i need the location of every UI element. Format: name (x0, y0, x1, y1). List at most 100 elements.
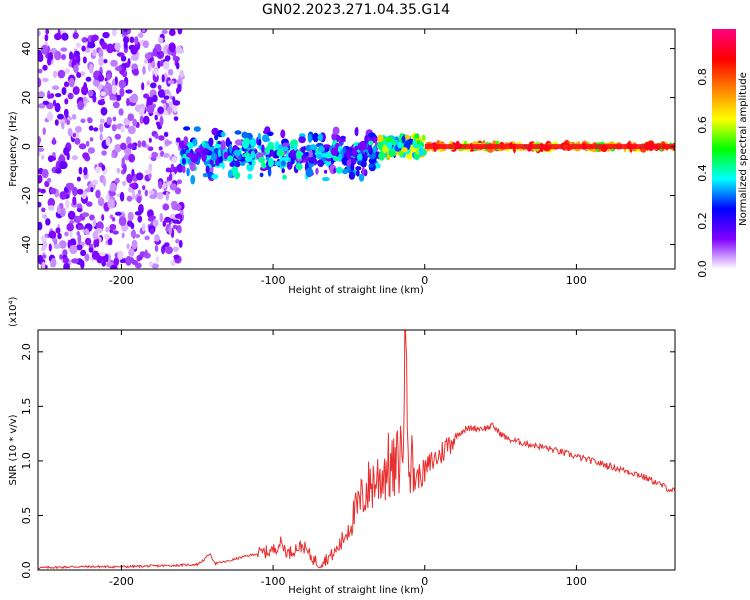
heatmap-cell (130, 230, 137, 238)
heatmap-cell (234, 139, 243, 146)
heatmap-cell (176, 179, 183, 185)
heatmap-cell (103, 59, 108, 64)
heatmap-cell (160, 59, 164, 67)
snr-series-line (38, 330, 675, 570)
heatmap-cell (245, 155, 253, 162)
heatmap-cell (282, 142, 290, 147)
heatmap-cell (178, 239, 183, 248)
heatmap-cell (114, 177, 120, 184)
heatmap-cell (44, 34, 49, 42)
spectrogram-x-tick-label: -200 (109, 274, 134, 287)
heatmap-cell (372, 145, 377, 154)
heatmap-cell (172, 100, 181, 106)
heatmap-cell (71, 155, 79, 161)
heatmap-cell (174, 213, 183, 219)
heatmap-cell (382, 144, 388, 154)
spectrogram-y-tick-label: 20 (20, 91, 33, 105)
heatmap-cell (309, 144, 318, 151)
heatmap-cell (342, 168, 348, 175)
heatmap-cell (144, 249, 148, 256)
heatmap-cell (118, 108, 124, 116)
heatmap-cell (88, 243, 94, 248)
heatmap-cell (188, 144, 192, 149)
heatmap-cell (132, 190, 136, 200)
heatmap-cell (315, 167, 319, 175)
heatmap-cell (126, 243, 130, 250)
heatmap-cell (101, 150, 107, 156)
heatmap-cell (157, 106, 164, 114)
heatmap-cell (312, 132, 319, 143)
heatmap-cell (351, 148, 357, 157)
heatmap-cell (100, 91, 106, 97)
heatmap-cell (132, 118, 138, 127)
snr-y-tick-label: 1.5 (20, 398, 33, 416)
heatmap-cell (42, 214, 48, 219)
heatmap-cell (71, 258, 79, 264)
heatmap-cell (63, 262, 70, 269)
heatmap-cell (141, 82, 145, 91)
heatmap-cell (296, 150, 301, 160)
heatmap-cell (54, 102, 61, 113)
spectrogram-y-ticks: -40 -20 0 20 40 (20, 42, 675, 253)
heatmap-cell (130, 46, 138, 55)
heatmap-cell (356, 153, 363, 161)
heatmap-cell (251, 159, 256, 166)
heatmap-cell (72, 86, 80, 95)
heatmap-cell (38, 68, 43, 74)
heatmap-cell (123, 36, 129, 44)
heatmap-cell (261, 162, 266, 169)
heatmap-cell (114, 133, 122, 140)
heatmap-cell (120, 125, 125, 133)
heatmap-cell (73, 64, 79, 74)
heatmap-cell (147, 62, 152, 72)
heatmap-cell (202, 148, 210, 155)
heatmap-cell (38, 254, 43, 263)
heatmap-cell (158, 180, 163, 189)
heatmap-cell (220, 131, 226, 138)
heatmap-cell (122, 180, 127, 186)
heatmap-cell (416, 139, 420, 145)
heatmap-cell (324, 151, 332, 159)
heatmap-cell (84, 48, 91, 53)
heatmap-cell (52, 70, 58, 78)
heatmap-cell (378, 151, 386, 161)
heatmap-cell (41, 207, 46, 213)
heatmap-cell (47, 177, 52, 184)
heatmap-cell (136, 172, 144, 181)
heatmap-cell (72, 186, 78, 197)
heatmap-cell (155, 255, 160, 263)
heatmap-cell (401, 147, 408, 153)
heatmap-cell (340, 135, 346, 140)
heatmap-cell (154, 244, 159, 252)
snr-x-label: Height of straight line (km) (288, 585, 424, 596)
snr-y-tick-label: 1.0 (20, 452, 33, 470)
heatmap-cell (175, 137, 181, 143)
heatmap-cell (321, 153, 327, 158)
heatmap-cell (100, 107, 108, 116)
heatmap-cell (141, 29, 146, 33)
heatmap-cell (119, 191, 125, 202)
heatmap-cell (83, 166, 88, 176)
heatmap-cell (388, 149, 396, 158)
heatmap-cell (246, 163, 254, 172)
heatmap-cell (48, 243, 52, 252)
heatmap-cell (102, 177, 107, 187)
heatmap-cell (156, 43, 162, 53)
heatmap-cell (72, 132, 77, 138)
heatmap-cell (48, 52, 54, 61)
heatmap-cell (89, 63, 94, 74)
heatmap-cell (401, 135, 406, 143)
heatmap-cell (158, 135, 165, 141)
heatmap-cell (157, 60, 161, 69)
heatmap-cell (368, 163, 374, 168)
heatmap-cell (146, 80, 150, 86)
heatmap-cell (127, 113, 135, 121)
heatmap-cell (114, 42, 121, 51)
heatmap-cell (421, 134, 426, 141)
colorbar-label: Normalized spectral amplitude (738, 72, 749, 226)
heatmap-cell (368, 157, 377, 165)
heatmap-cell (355, 126, 359, 137)
heatmap-cell (276, 149, 285, 157)
heatmap-cell (168, 29, 176, 37)
